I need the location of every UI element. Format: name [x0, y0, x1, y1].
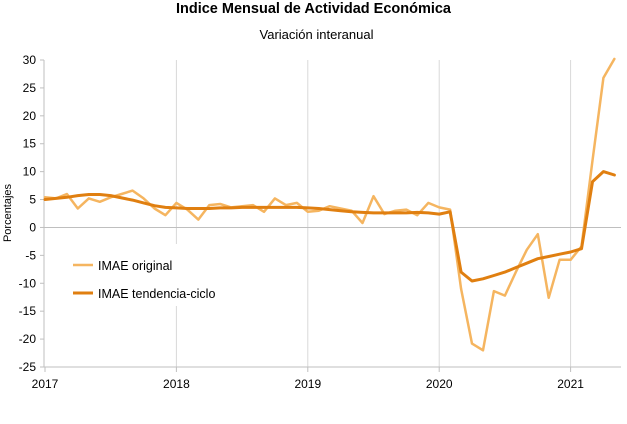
legend: IMAE original IMAE tendencia-ciclo [60, 244, 240, 306]
series-line-imae-tendencia-ciclo [43, 170, 616, 283]
legend-box [60, 244, 240, 306]
y-tick-label: 30 [23, 53, 37, 67]
y-tick-label: -15 [19, 304, 37, 318]
axes [43, 60, 621, 368]
legend-label-imae-tendencia-ciclo: IMAE tendencia-ciclo [98, 287, 215, 301]
y-tick-label: -20 [19, 332, 37, 346]
x-tick-label: 2021 [557, 377, 584, 391]
x-tick-label: 2017 [32, 377, 59, 391]
x-tick-label: 2020 [426, 377, 453, 391]
y-tick-label: 0 [29, 220, 36, 234]
chart-subtitle: Variación interanual [259, 27, 374, 42]
legend-label-imae-original: IMAE original [98, 259, 172, 273]
y-axis-label: Porcentajes [2, 183, 14, 242]
series-line-imae-original [43, 57, 616, 352]
x-axis-ticks: 2017 2018 2019 2020 2021 [32, 367, 584, 391]
x-tick-label: 2019 [294, 377, 321, 391]
y-tick-label: 15 [23, 137, 37, 151]
series-lines [43, 57, 616, 352]
y-tick-label: -5 [25, 248, 36, 262]
chart-title: Indice Mensual de Actividad Económica [175, 1, 452, 17]
y-tick-label: 10 [23, 165, 37, 179]
x-tick-label: 2018 [163, 377, 190, 391]
y-tick-label: 25 [23, 81, 37, 95]
y-tick-label: -10 [19, 276, 37, 290]
y-tick-label: 5 [29, 193, 36, 207]
y-tick-label: -25 [19, 360, 37, 374]
y-axis-ticks: 30 25 20 15 10 5 0 -5 -10 -15 -20 -25 [19, 53, 44, 374]
y-tick-label: 20 [23, 109, 37, 123]
